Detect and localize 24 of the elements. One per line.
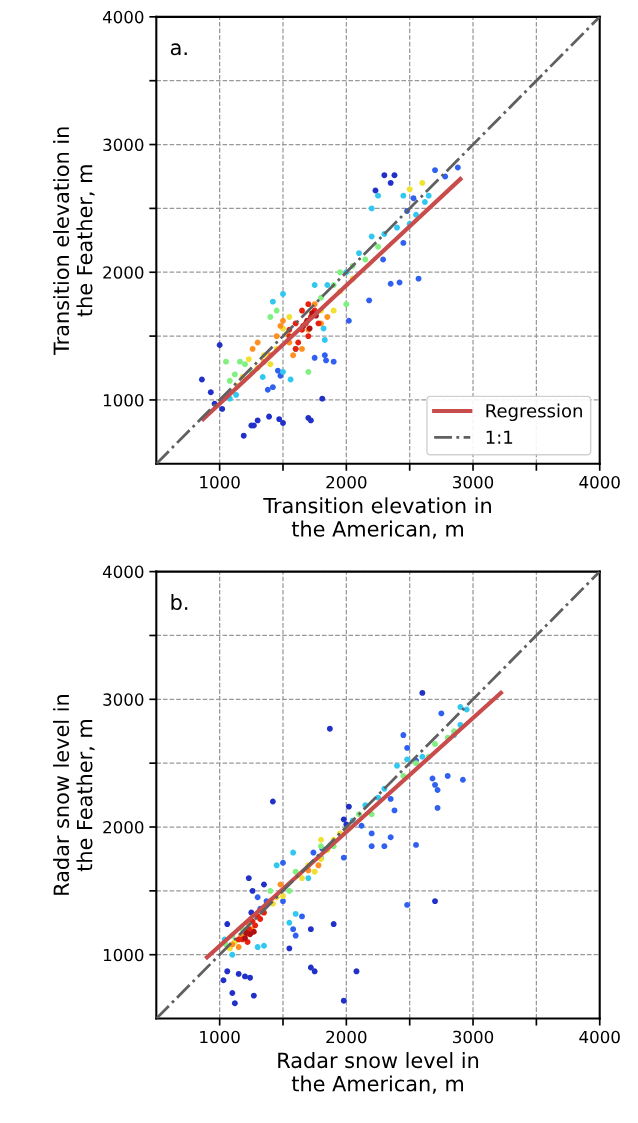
- x-tick-label: 3000: [453, 1030, 494, 1044]
- y-tick-label: 4000: [102, 10, 144, 24]
- legend-label: 1:1: [486, 430, 513, 444]
- x-tick-label: 2000: [326, 1030, 367, 1044]
- y-axis-title: Transition elevation in the Feather, m: [53, 127, 95, 356]
- x-axis-title: Radar snow level in the American, m: [278, 1052, 479, 1094]
- y-tick-label: 3000: [103, 138, 144, 152]
- x-tick-label: 4000: [579, 475, 620, 489]
- x-axis-title: Transition elevation in the American, m: [263, 497, 491, 539]
- y-tick-label: 1000: [103, 948, 144, 962]
- annotation: a.: [170, 43, 187, 56]
- x-tick-label: 4000: [579, 1030, 620, 1044]
- legend-label: Regression: [486, 403, 582, 422]
- x-tick-label: 3000: [453, 475, 494, 489]
- x-tick-label: 1000: [200, 475, 240, 489]
- x-tick-label: 2000: [326, 475, 367, 489]
- x-tick-label: 1000: [200, 1030, 240, 1044]
- annotation: b.: [171, 593, 188, 611]
- y-tick-label: 2000: [103, 820, 144, 834]
- y-tick-label: 2000: [103, 266, 144, 279]
- y-tick-label: 4000: [102, 565, 144, 579]
- y-tick-label: 1000: [103, 393, 144, 407]
- y-axis-title: Radar snow level in the Feather, m: [53, 695, 95, 895]
- y-tick-label: 3000: [103, 693, 144, 706]
